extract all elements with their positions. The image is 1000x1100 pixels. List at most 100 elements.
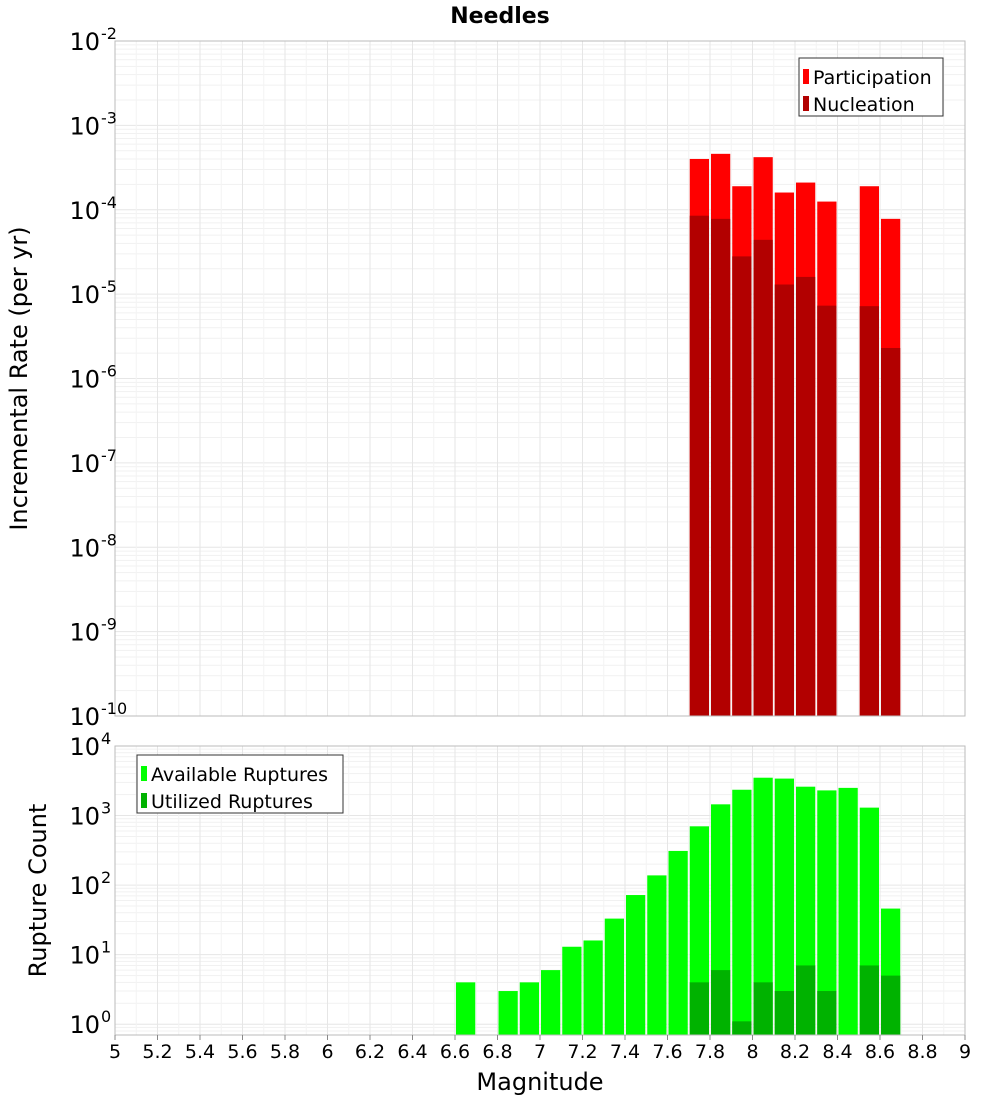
bar-nucleation — [732, 256, 752, 716]
bar-available-ruptures — [583, 940, 603, 1035]
x-tick-label: 5.4 — [185, 1041, 215, 1063]
x-tick-label: 8.6 — [865, 1041, 895, 1063]
legend-swatch — [803, 69, 809, 84]
y-tick-label: 10 — [69, 733, 100, 761]
x-tick-label: 7 — [534, 1041, 546, 1063]
y-tick-label: 10 — [69, 1011, 100, 1039]
x-tick-label: 5 — [109, 1041, 121, 1063]
legend-label: Nucleation — [813, 94, 915, 116]
bar-nucleation — [817, 305, 837, 716]
x-tick-label: 6 — [321, 1041, 333, 1063]
bar-nucleation — [689, 215, 709, 717]
y-tick-exponent: 0 — [101, 1007, 111, 1026]
y-tick-exponent: 2 — [101, 868, 111, 887]
bar-available-ruptures — [668, 850, 688, 1035]
bar-available-ruptures — [838, 787, 858, 1035]
bar-available-ruptures — [498, 991, 518, 1035]
y-tick-label: 10 — [69, 703, 100, 731]
bar-utilized-ruptures — [753, 982, 773, 1035]
bar-available-ruptures — [541, 970, 561, 1035]
y-tick-exponent: -10 — [101, 699, 127, 718]
bar-utilized-ruptures — [796, 965, 816, 1035]
x-tick-label: 6.2 — [355, 1041, 385, 1063]
y-tick-label: 10 — [69, 28, 100, 56]
y-tick-label: 10 — [69, 872, 100, 900]
y-tick-exponent: 3 — [101, 799, 111, 818]
y-tick-exponent: -7 — [101, 446, 117, 465]
legend-swatch — [141, 793, 147, 808]
x-axis-label: Magnitude — [476, 1068, 603, 1096]
bar-utilized-ruptures — [859, 965, 879, 1035]
x-tick-label: 8.2 — [780, 1041, 810, 1063]
x-tick-label: 7.8 — [695, 1041, 725, 1063]
legend-bottom: Available Ruptures Utilized Ruptures — [136, 754, 344, 814]
bar-nucleation — [881, 347, 901, 716]
bar-available-ruptures — [604, 918, 624, 1035]
legend-label: Utilized Ruptures — [151, 791, 313, 813]
y-tick-exponent: -6 — [101, 362, 117, 381]
bar-utilized-ruptures — [711, 970, 731, 1035]
x-tick-label: 7.2 — [567, 1041, 597, 1063]
bar-nucleation — [774, 284, 794, 716]
y-tick-label: 10 — [69, 534, 100, 562]
y-tick-exponent: -8 — [101, 530, 117, 549]
x-tick-label: 5.2 — [142, 1041, 172, 1063]
legend-swatch — [803, 96, 809, 111]
legend-label: Available Ruptures — [151, 764, 328, 786]
x-tick-label: 7.4 — [610, 1041, 640, 1063]
bar-available-ruptures — [774, 778, 794, 1035]
x-tick-label: 9 — [959, 1041, 971, 1063]
y-tick-exponent: -5 — [101, 277, 117, 296]
y-tick-label: 10 — [69, 197, 100, 225]
plot-frame — [114, 40, 966, 717]
x-tick-label: 6.4 — [397, 1041, 427, 1063]
legend-swatch — [141, 766, 147, 781]
bar-available-ruptures — [626, 895, 646, 1035]
bar-nucleation — [753, 239, 773, 716]
legend-box — [136, 754, 344, 814]
y-tick-exponent: 4 — [101, 729, 111, 748]
x-tick-label: 5.6 — [227, 1041, 257, 1063]
bar-available-ruptures — [562, 946, 582, 1035]
x-tick-label: 8.4 — [822, 1041, 852, 1063]
y-tick-exponent: -9 — [101, 615, 117, 634]
y-tick-label: 10 — [69, 942, 100, 970]
bar-utilized-ruptures — [774, 991, 794, 1035]
bar-available-ruptures — [732, 789, 752, 1035]
y-tick-label: 10 — [69, 366, 100, 394]
bar-utilized-ruptures — [881, 975, 901, 1035]
x-tick-label: 6.6 — [440, 1041, 470, 1063]
y-tick-exponent: 1 — [101, 938, 111, 957]
x-tick-label: 8 — [746, 1041, 758, 1063]
bar-available-ruptures — [647, 875, 667, 1035]
y-tick-label: 10 — [69, 281, 100, 309]
x-tick-label: 6.8 — [482, 1041, 512, 1063]
chart-title: Needles — [450, 4, 550, 29]
plot-bottom — [114, 745, 966, 1036]
y-axis-label: Rupture Count — [24, 804, 52, 978]
x-tick-label: 5.8 — [270, 1041, 300, 1063]
legend-box — [798, 57, 944, 117]
bar-nucleation — [711, 218, 731, 716]
x-tick-label: 7.6 — [652, 1041, 682, 1063]
bar-utilized-ruptures — [689, 982, 709, 1035]
bar-utilized-ruptures — [817, 991, 837, 1035]
y-axis-label: Incremental Rate (per yr) — [5, 226, 33, 530]
bar-available-ruptures — [456, 982, 476, 1035]
bar-available-ruptures — [753, 777, 773, 1035]
legend-top: Participation Nucleation — [798, 57, 944, 117]
y-tick-label: 10 — [69, 450, 100, 478]
y-tick-exponent: -4 — [101, 193, 117, 212]
y-tick-label: 10 — [69, 803, 100, 831]
plot-top — [114, 40, 966, 717]
y-tick-label: 10 — [69, 619, 100, 647]
bar-nucleation — [796, 276, 816, 716]
bar-available-ruptures — [519, 982, 539, 1035]
bar-available-ruptures — [817, 790, 837, 1035]
bar-nucleation — [859, 306, 879, 716]
y-tick-exponent: -2 — [101, 24, 117, 43]
y-tick-label: 10 — [69, 112, 100, 140]
legend-label: Participation — [813, 67, 932, 89]
